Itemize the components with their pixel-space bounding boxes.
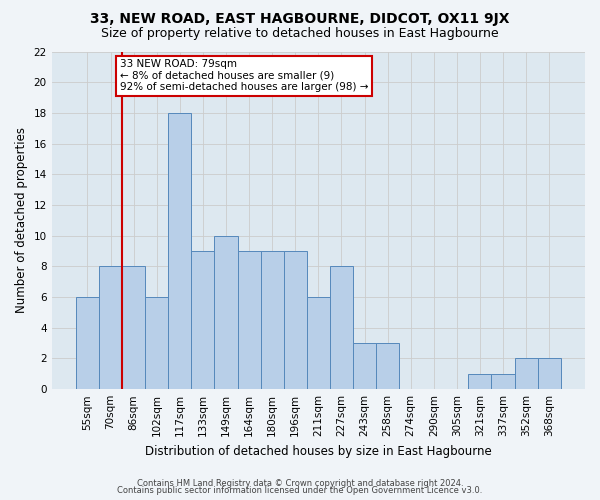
Bar xyxy=(376,343,399,389)
Text: Size of property relative to detached houses in East Hagbourne: Size of property relative to detached ho… xyxy=(101,28,499,40)
Bar xyxy=(491,374,515,389)
Bar xyxy=(538,358,561,389)
Bar xyxy=(99,266,122,389)
Bar xyxy=(76,297,99,389)
X-axis label: Distribution of detached houses by size in East Hagbourne: Distribution of detached houses by size … xyxy=(145,444,492,458)
Y-axis label: Number of detached properties: Number of detached properties xyxy=(15,128,28,314)
Bar xyxy=(353,343,376,389)
Bar xyxy=(469,374,491,389)
Bar xyxy=(145,297,168,389)
Bar xyxy=(214,236,238,389)
Bar xyxy=(238,251,260,389)
Bar xyxy=(260,251,284,389)
Bar xyxy=(284,251,307,389)
Bar xyxy=(168,113,191,389)
Text: Contains HM Land Registry data © Crown copyright and database right 2024.: Contains HM Land Registry data © Crown c… xyxy=(137,478,463,488)
Bar xyxy=(122,266,145,389)
Text: Contains public sector information licensed under the Open Government Licence v3: Contains public sector information licen… xyxy=(118,486,482,495)
Bar xyxy=(191,251,214,389)
Text: 33 NEW ROAD: 79sqm
← 8% of detached houses are smaller (9)
92% of semi-detached : 33 NEW ROAD: 79sqm ← 8% of detached hous… xyxy=(120,59,368,92)
Bar xyxy=(307,297,330,389)
Bar xyxy=(515,358,538,389)
Text: 33, NEW ROAD, EAST HAGBOURNE, DIDCOT, OX11 9JX: 33, NEW ROAD, EAST HAGBOURNE, DIDCOT, OX… xyxy=(90,12,510,26)
Bar xyxy=(330,266,353,389)
